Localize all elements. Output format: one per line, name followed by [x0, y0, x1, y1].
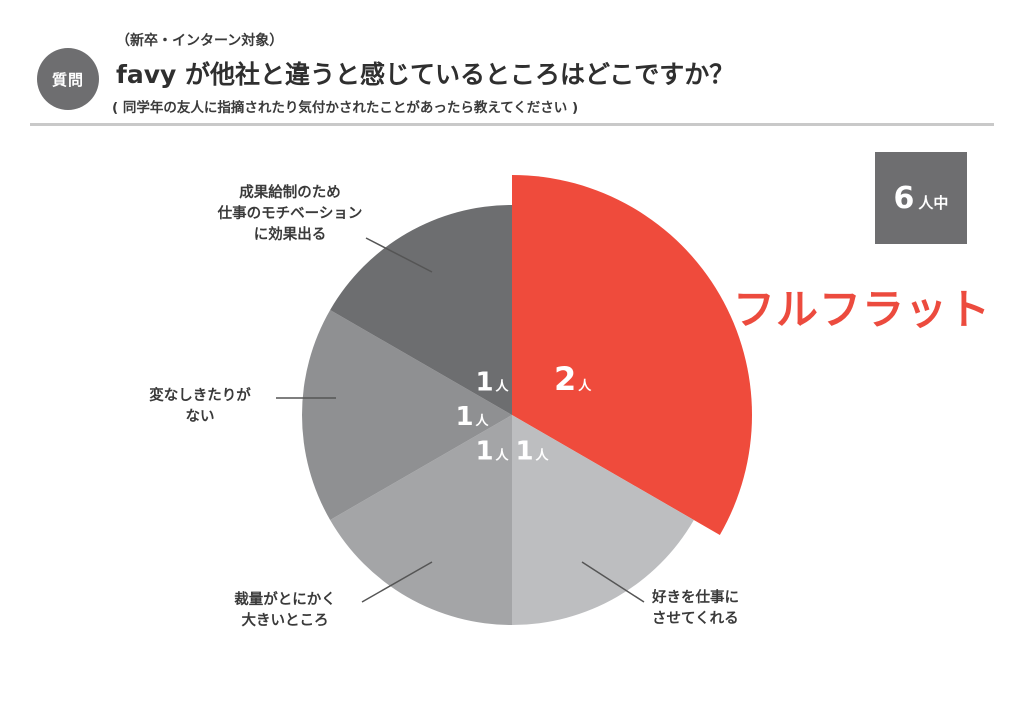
divider [30, 123, 994, 126]
leader-line-sairyou [361, 561, 433, 603]
respondent-count-box: 6 人中 [875, 152, 967, 244]
leader-line-suki [581, 561, 645, 603]
question-badge: 質問 [37, 48, 99, 110]
slice-sairyou [330, 415, 512, 625]
subtitle-top: （新卒・インターン対象） [116, 33, 284, 49]
subtitle-bottom: ( 同学年の友人に指摘されたり気付かされたことがあったら教えてください ) [112, 100, 579, 116]
highlight-label: フルフラット [733, 285, 992, 334]
category-label-suki: 好きを仕事に させてくれる [652, 590, 739, 628]
category-label-seikakyu: 成果給制のため 仕事のモチベーション に効果出る [217, 185, 363, 244]
slice-seikakyu [330, 205, 512, 415]
slice-shikitari [302, 310, 512, 520]
respondent-count-unit: 人中 [918, 193, 949, 212]
slice-full-flat [512, 175, 752, 535]
respondent-count-number: 6 [893, 180, 915, 216]
category-label-shikitari: 変なしきたりが ない [149, 388, 251, 426]
category-label-sairyou: 裁量がとにかく 大きいところ [234, 592, 336, 630]
slice-suki [512, 415, 694, 625]
leader-line-seikakyu [365, 237, 433, 273]
page-title: favy が他社と違うと感じているところはどこですか？ [116, 60, 735, 89]
